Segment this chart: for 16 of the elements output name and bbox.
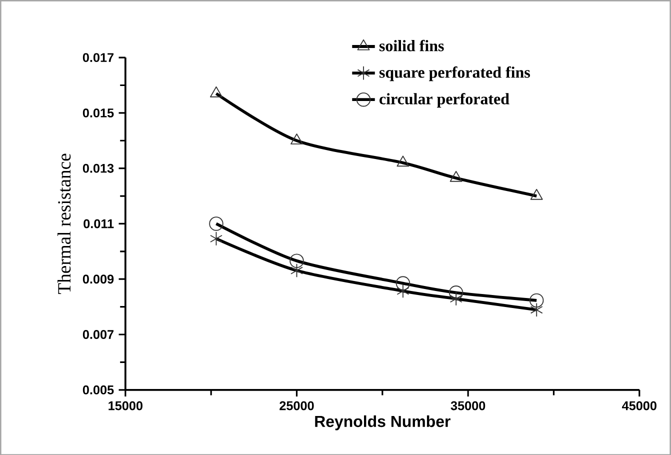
y-tick-label: 0.015 bbox=[82, 108, 114, 118]
y-axis-title: Thermal resistance bbox=[58, 154, 71, 294]
x-tick-label: 35000 bbox=[450, 401, 486, 410]
legend-label: circular perforated bbox=[380, 92, 510, 108]
legend-label: soilid fins bbox=[379, 40, 444, 52]
y-tick-label: 0.013 bbox=[82, 164, 114, 173]
x-tick-label: 45000 bbox=[622, 401, 656, 410]
y-tick-label: 0.017 bbox=[82, 52, 114, 62]
y-tick-label: 0.007 bbox=[82, 330, 114, 339]
y-tick-label: 0.011 bbox=[84, 219, 114, 228]
y-tick-label: 0.009 bbox=[82, 274, 114, 284]
legend-label: square perforated fins bbox=[379, 66, 530, 81]
x-tick-label: 25000 bbox=[280, 401, 314, 410]
x-axis-title: Reynolds Number bbox=[315, 415, 450, 430]
x-tick-label: 15000 bbox=[108, 401, 142, 410]
y-tick-label: 0.005 bbox=[82, 385, 114, 394]
